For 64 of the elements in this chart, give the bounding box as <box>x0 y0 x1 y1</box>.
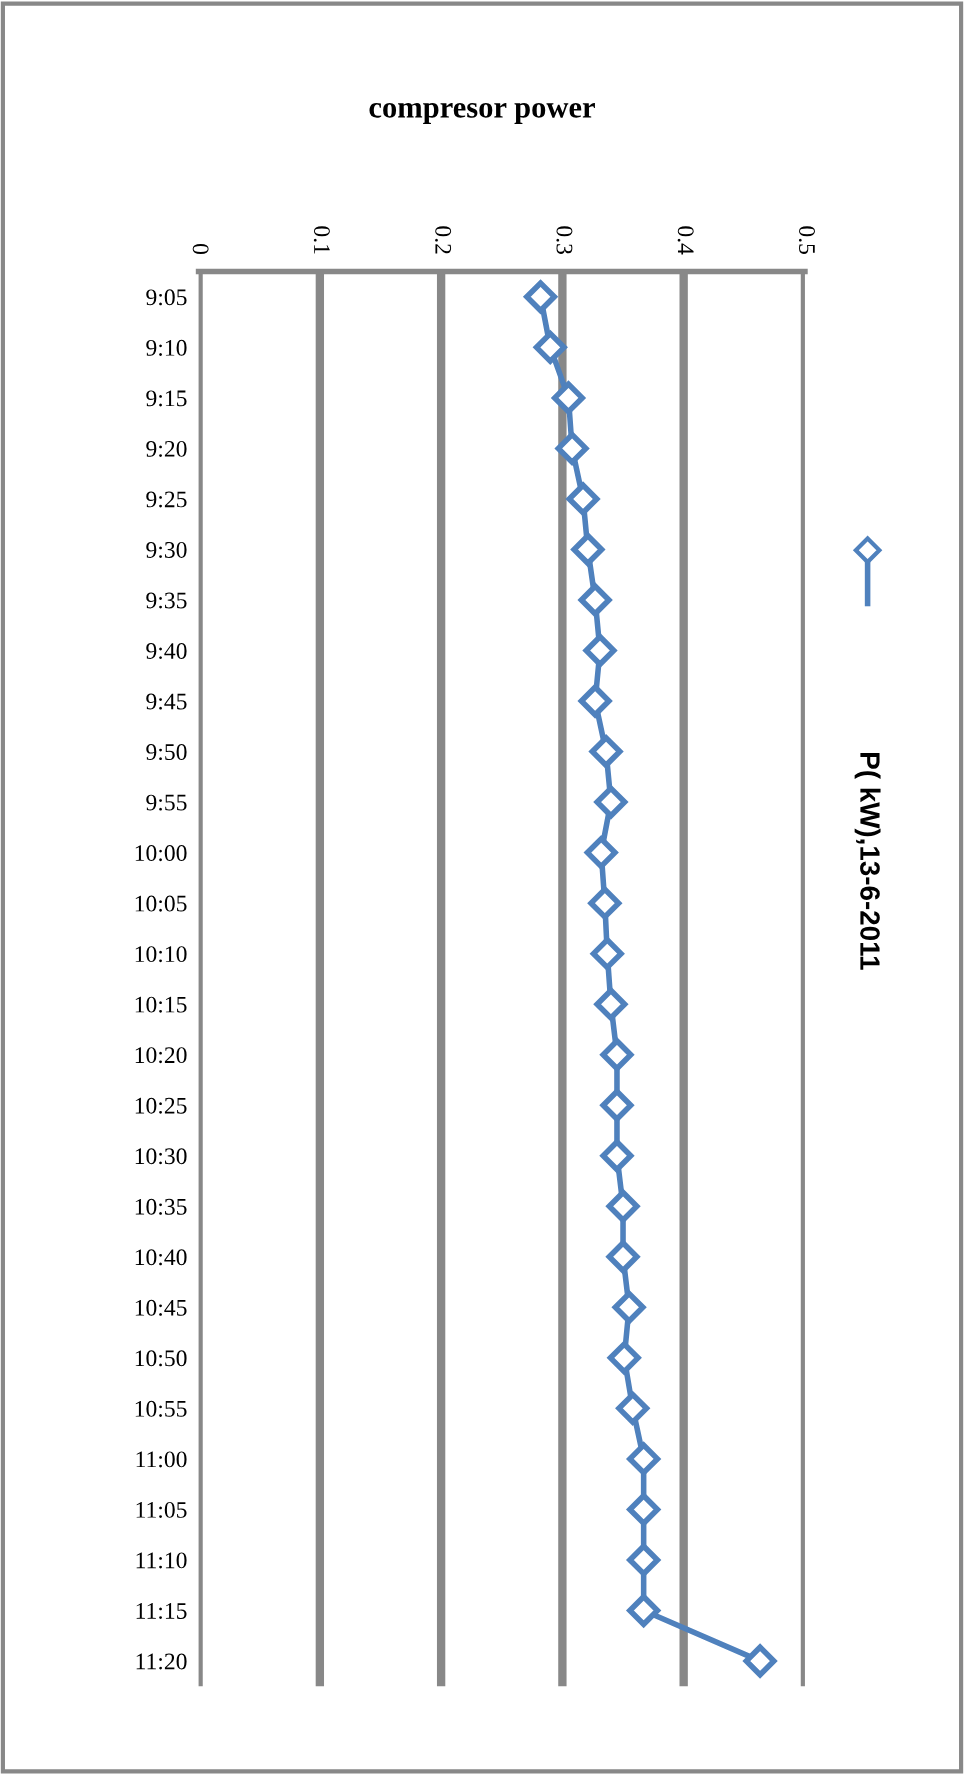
y-tick-label: 9:20 <box>146 440 187 457</box>
point <box>600 1139 634 1173</box>
x-tick-label: 0.5 <box>798 226 815 254</box>
point <box>600 1088 634 1122</box>
y-tick-label: 9:35 <box>146 592 187 609</box>
point <box>524 280 558 314</box>
y-tick-label: 10:50 <box>135 1350 187 1367</box>
y-tick-label: 9:25 <box>146 491 187 508</box>
point <box>555 431 589 465</box>
point <box>627 1543 661 1577</box>
x-tick-label: 0.3 <box>556 226 573 254</box>
chart-title: compresor power <box>369 102 595 124</box>
text: P( kW),13-6-2011 <box>854 753 881 970</box>
y-tick-label: 10:30 <box>135 1148 187 1165</box>
x-tick-label: 0 <box>192 244 209 255</box>
y-tick-label: 9:05 <box>146 289 187 306</box>
point <box>607 1341 641 1375</box>
y-tick-label: 10:55 <box>135 1400 187 1417</box>
y-tick-label: 11:15 <box>136 1603 187 1619</box>
y-tick-label: 9:50 <box>146 744 187 761</box>
point <box>606 1189 640 1223</box>
point <box>588 886 622 920</box>
point <box>600 1038 634 1072</box>
y-tick-label: 10:25 <box>135 1097 187 1114</box>
y-tick-label: 10:00 <box>135 845 187 862</box>
y-tick-label: 11:20 <box>136 1653 187 1670</box>
y-tick-label: 11:10 <box>136 1552 187 1569</box>
x-tick-label: 0.1 <box>313 226 330 254</box>
x-tick-label: 0.4 <box>677 226 694 255</box>
point <box>606 1240 640 1274</box>
y-tick-label: 11:05 <box>136 1501 187 1518</box>
point <box>551 381 585 415</box>
y-tick-label: 11:00 <box>136 1451 187 1468</box>
point <box>594 785 628 819</box>
point <box>627 1442 661 1476</box>
x-tick-label: 0.2 <box>435 226 452 254</box>
point <box>616 1391 650 1425</box>
point <box>743 1644 777 1678</box>
point <box>566 482 600 516</box>
point <box>590 937 624 971</box>
point <box>627 1593 661 1627</box>
point <box>627 1492 661 1526</box>
y-tick-label: 10:35 <box>135 1198 187 1215</box>
y-tick-label: 10:45 <box>135 1299 187 1316</box>
y-tick-label: 10:05 <box>135 895 187 912</box>
point <box>571 532 605 566</box>
y-tick-label: 9:30 <box>146 541 187 558</box>
point <box>578 583 612 617</box>
point <box>533 330 567 364</box>
point <box>612 1290 646 1324</box>
y-tick-label: 9:55 <box>146 794 187 811</box>
y-tick-label: 10:10 <box>135 946 187 963</box>
point <box>584 836 618 870</box>
y-tick-label: 9:45 <box>146 693 187 710</box>
point <box>589 735 623 769</box>
point <box>578 684 612 718</box>
point <box>583 633 617 668</box>
y-tick-label: 10:20 <box>135 1047 187 1064</box>
y-tick-label: 9:40 <box>146 643 187 660</box>
y-tick-label: 9:10 <box>146 339 187 356</box>
y-tick-label: 10:40 <box>135 1249 187 1266</box>
point <box>594 987 628 1021</box>
y-tick-label: 9:15 <box>146 390 187 407</box>
y-tick-label: 10:15 <box>135 996 187 1013</box>
